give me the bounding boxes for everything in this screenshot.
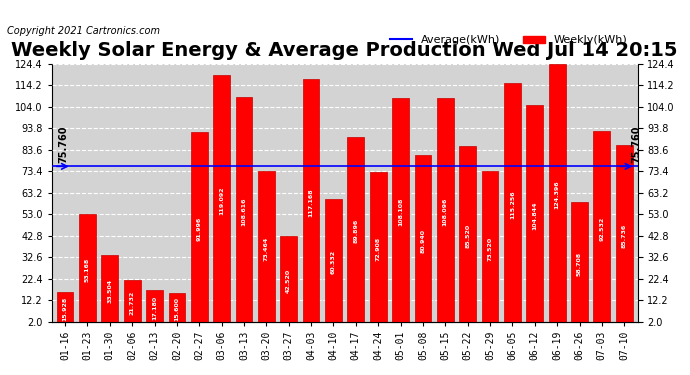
Bar bbox=[392, 98, 409, 326]
Text: 115.256: 115.256 bbox=[510, 190, 515, 219]
Text: 124.396: 124.396 bbox=[555, 181, 560, 209]
Bar bbox=[325, 199, 342, 326]
Text: 108.108: 108.108 bbox=[398, 198, 403, 226]
Text: 85.520: 85.520 bbox=[465, 224, 470, 248]
Text: 92.532: 92.532 bbox=[600, 216, 604, 241]
Text: 73.464: 73.464 bbox=[264, 236, 269, 261]
Text: 119.092: 119.092 bbox=[219, 186, 224, 215]
Legend: Average(kWh), Weekly(kWh): Average(kWh), Weekly(kWh) bbox=[386, 31, 632, 50]
Text: 80.940: 80.940 bbox=[420, 229, 426, 253]
Text: 72.908: 72.908 bbox=[375, 237, 381, 261]
Bar bbox=[124, 280, 141, 326]
Text: 108.616: 108.616 bbox=[241, 197, 246, 226]
Text: 60.332: 60.332 bbox=[331, 250, 336, 274]
Bar bbox=[57, 292, 73, 326]
Text: 21.732: 21.732 bbox=[130, 291, 135, 315]
Bar bbox=[549, 64, 566, 326]
Text: 108.096: 108.096 bbox=[443, 198, 448, 226]
Bar bbox=[79, 214, 96, 326]
Bar bbox=[571, 202, 588, 326]
Text: 15.600: 15.600 bbox=[175, 297, 179, 321]
Bar bbox=[258, 171, 275, 326]
Bar bbox=[482, 171, 498, 326]
Bar bbox=[504, 83, 521, 326]
Bar bbox=[460, 146, 476, 326]
Text: 75.760: 75.760 bbox=[631, 126, 641, 163]
Text: 75.760: 75.760 bbox=[59, 126, 68, 163]
Bar bbox=[415, 156, 431, 326]
Bar bbox=[437, 98, 454, 326]
Bar bbox=[146, 290, 163, 326]
Title: Weekly Solar Energy & Average Production Wed Jul 14 20:15: Weekly Solar Energy & Average Production… bbox=[12, 40, 678, 60]
Bar bbox=[235, 97, 253, 326]
Text: 85.736: 85.736 bbox=[622, 224, 627, 248]
Text: 117.168: 117.168 bbox=[308, 188, 313, 217]
Text: 33.504: 33.504 bbox=[108, 279, 112, 303]
Text: Copyright 2021 Cartronics.com: Copyright 2021 Cartronics.com bbox=[7, 26, 160, 36]
Bar bbox=[616, 146, 633, 326]
Bar bbox=[348, 136, 364, 326]
Text: 104.844: 104.844 bbox=[532, 201, 538, 230]
Bar bbox=[280, 236, 297, 326]
Text: 42.520: 42.520 bbox=[286, 269, 291, 293]
Bar bbox=[213, 75, 230, 326]
Bar bbox=[101, 255, 118, 326]
Text: 17.180: 17.180 bbox=[152, 296, 157, 320]
Text: 91.996: 91.996 bbox=[197, 217, 201, 241]
Bar bbox=[593, 131, 610, 326]
Bar bbox=[526, 105, 543, 326]
Text: 58.708: 58.708 bbox=[577, 252, 582, 276]
Bar bbox=[168, 293, 186, 326]
Text: 15.928: 15.928 bbox=[63, 297, 68, 321]
Text: 53.168: 53.168 bbox=[85, 258, 90, 282]
Text: 89.896: 89.896 bbox=[353, 219, 358, 243]
Bar bbox=[303, 79, 319, 326]
Text: 73.520: 73.520 bbox=[488, 236, 493, 261]
Bar bbox=[191, 132, 208, 326]
Bar bbox=[370, 172, 386, 326]
